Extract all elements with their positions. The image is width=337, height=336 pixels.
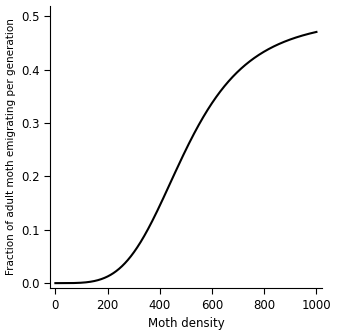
X-axis label: Moth density: Moth density (148, 318, 224, 330)
Y-axis label: Fraction of adult moth emigrating per generation: Fraction of adult moth emigrating per ge… (5, 18, 16, 276)
